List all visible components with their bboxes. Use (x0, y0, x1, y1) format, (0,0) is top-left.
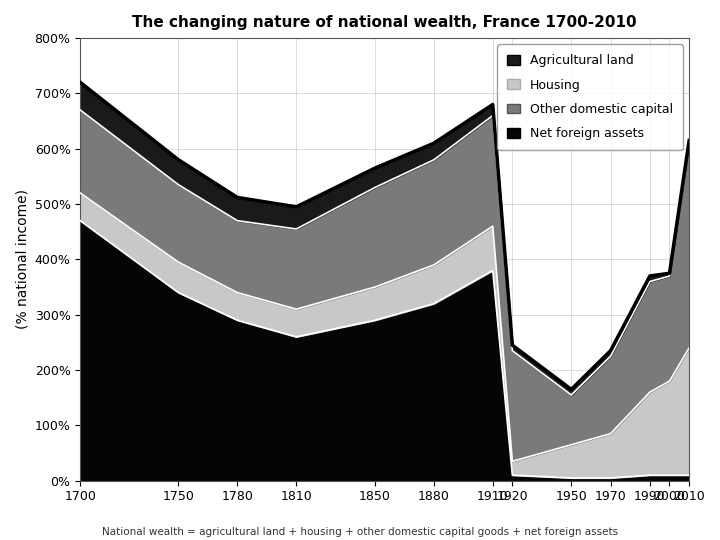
Title: The changing nature of national wealth, France 1700-2010: The changing nature of national wealth, … (132, 15, 637, 30)
Text: National wealth = agricultural land + housing + other domestic capital goods + n: National wealth = agricultural land + ho… (102, 526, 618, 537)
Legend: Agricultural land, Housing, Other domestic capital, Net foreign assets: Agricultural land, Housing, Other domest… (498, 44, 683, 150)
Y-axis label: (% national income): (% national income) (15, 190, 29, 329)
